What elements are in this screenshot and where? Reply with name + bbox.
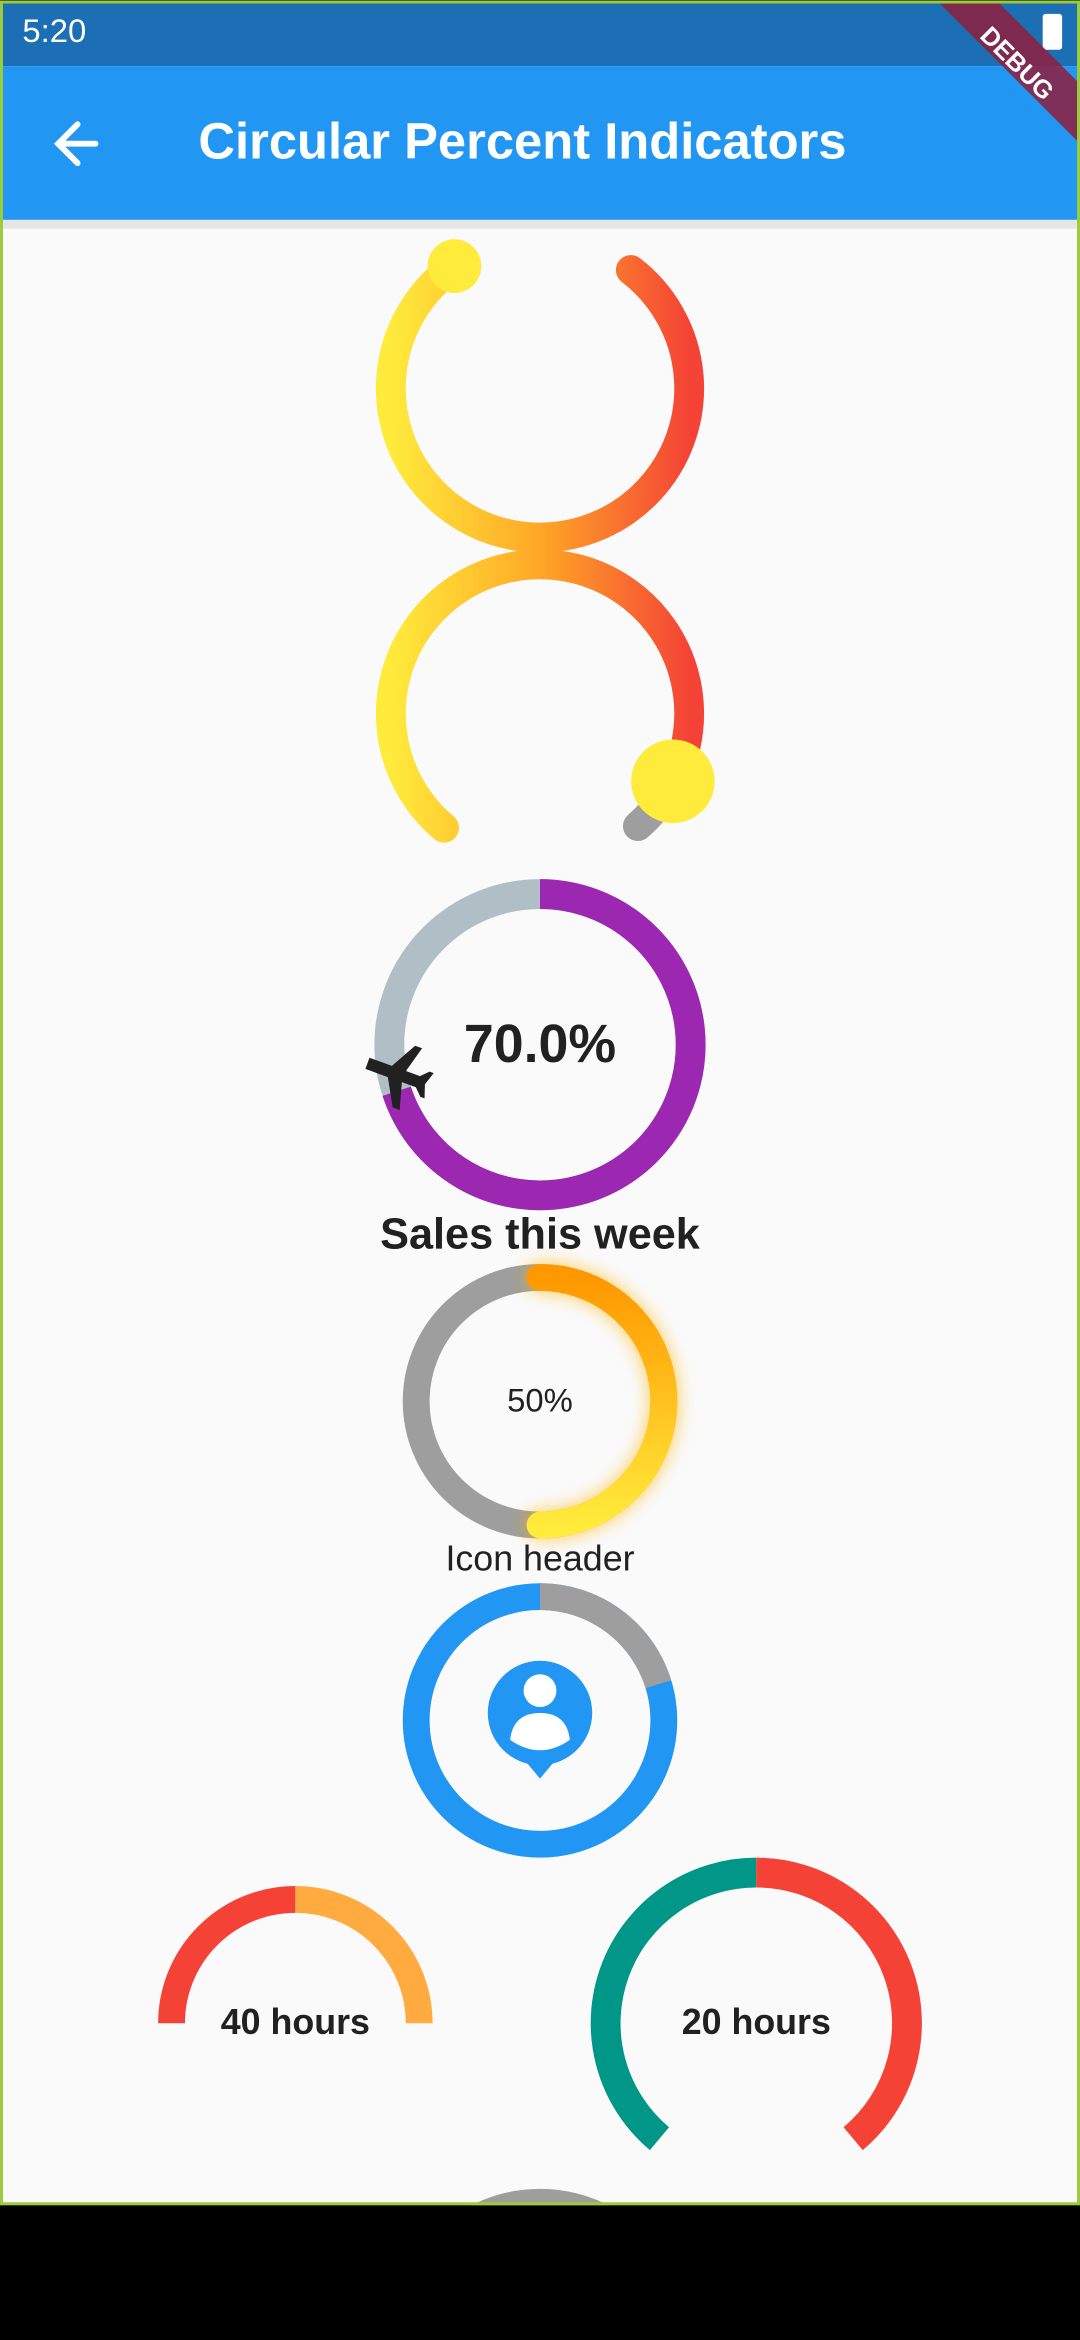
progress-arc [295, 1886, 433, 2024]
app-bar-shadow [0, 219, 1080, 229]
debug-ribbon [936, 0, 1080, 144]
battery-icon [1042, 13, 1063, 50]
person-head [523, 1674, 557, 1708]
frame-border [0, 0, 1080, 2206]
knob [631, 739, 715, 824]
plane-icon [365, 1045, 434, 1110]
label: Sales this week [380, 1211, 701, 1259]
knob [427, 239, 482, 293]
label: 40 hours [221, 2002, 370, 2042]
progress-arc [375, 251, 705, 553]
label: 20 hours [682, 2002, 831, 2042]
label: 50% [507, 1381, 573, 1418]
person-body [510, 1712, 570, 1751]
progress-arc [375, 549, 705, 843]
progress-arc [539, 1583, 672, 1689]
background [0, 0, 1080, 2206]
status-bar [0, 0, 1080, 67]
status-time: 5:20 [22, 12, 86, 49]
progress-arc [158, 1886, 296, 2024]
progress-arc [756, 1857, 922, 2151]
person-pointer [525, 1760, 555, 1779]
label: 70.0% [464, 1014, 616, 1074]
back-button[interactable] [53, 121, 99, 167]
progress-arc [382, 879, 706, 1211]
nav-area [0, 2205, 1080, 2340]
progress-arc [590, 1857, 757, 2151]
app-bar [0, 66, 1080, 220]
label: Icon header [445, 1538, 634, 1578]
progress-arc [526, 1263, 678, 1539]
app-title: Circular Percent Indicators [198, 113, 846, 170]
